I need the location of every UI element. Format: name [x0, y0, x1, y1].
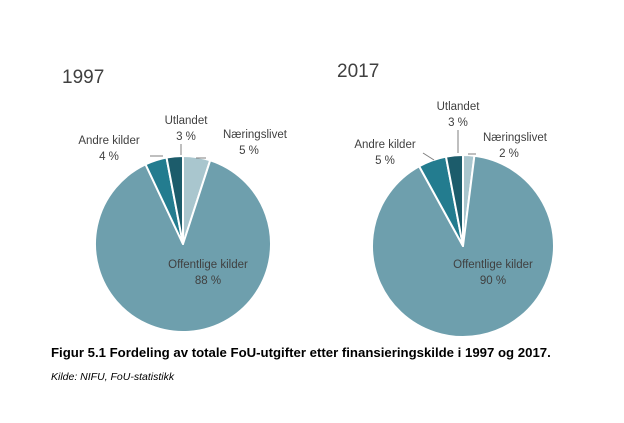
chart-title-1997: 1997 [62, 67, 104, 88]
slice-label-andre-kilder: Andre kilder [78, 135, 140, 147]
slice-label-andre-kilder: Andre kilder [354, 139, 416, 151]
slice-label-naeringslivet: Næringslivet [483, 132, 548, 144]
pie-chart-2017: 2017 Næringslivet 2 % Offentlige kilder 90 … [337, 61, 555, 338]
pie-chart-1997: 1997 Næringslivet 5 % Offentlige kilder 88 … [62, 67, 288, 333]
pie-slice-utlandet [165, 155, 184, 245]
pie-slice-utlandet [444, 154, 464, 247]
slice-label-offentlige-kilder: Offentlige kilder [453, 259, 533, 271]
slice-label-utlandet: Utlandet [165, 115, 209, 127]
chart-title-2017: 2017 [337, 61, 379, 82]
slice-value-andre-kilder: 4 % [99, 151, 119, 163]
slice-value-naeringslivet: 5 % [239, 145, 259, 157]
figure-source: Kilde: NIFU, FoU-statistikk [51, 371, 175, 383]
slice-value-utlandet: 3 % [176, 131, 196, 143]
slice-value-utlandet: 3 % [448, 117, 468, 129]
slice-value-andre-kilder: 5 % [375, 155, 395, 167]
leader-line-andre-kilder [422, 152, 435, 161]
figure-caption: Figur 5.1 Fordeling av totale FoU-utgift… [51, 345, 551, 360]
slice-value-naeringslivet: 2 % [499, 148, 519, 160]
slice-label-naeringslivet: Næringslivet [223, 129, 288, 141]
slice-value-offentlige-kilder: 90 % [480, 275, 506, 287]
pie-slice-offentlige-kilder [94, 159, 272, 333]
slice-value-offentlige-kilder: 88 % [195, 275, 221, 287]
slice-label-utlandet: Utlandet [437, 101, 481, 113]
slice-label-offentlige-kilder: Offentlige kilder [168, 259, 248, 271]
